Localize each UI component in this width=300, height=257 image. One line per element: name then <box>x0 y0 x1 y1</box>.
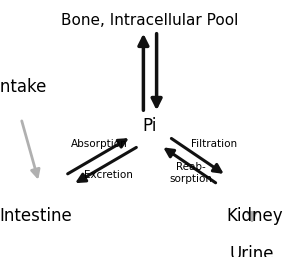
Text: Urine: Urine <box>230 245 274 257</box>
Text: Intestine: Intestine <box>0 207 72 225</box>
Text: Excretion: Excretion <box>84 170 132 180</box>
Text: Pi: Pi <box>143 117 157 135</box>
Text: Filtration: Filtration <box>191 139 238 149</box>
Text: Bone, Intracellular Pool: Bone, Intracellular Pool <box>61 13 239 28</box>
Text: Intake: Intake <box>0 78 47 96</box>
Text: Reab-
sorption: Reab- sorption <box>169 162 212 184</box>
Text: Absorption: Absorption <box>70 139 128 149</box>
Text: Kidney: Kidney <box>227 207 283 225</box>
